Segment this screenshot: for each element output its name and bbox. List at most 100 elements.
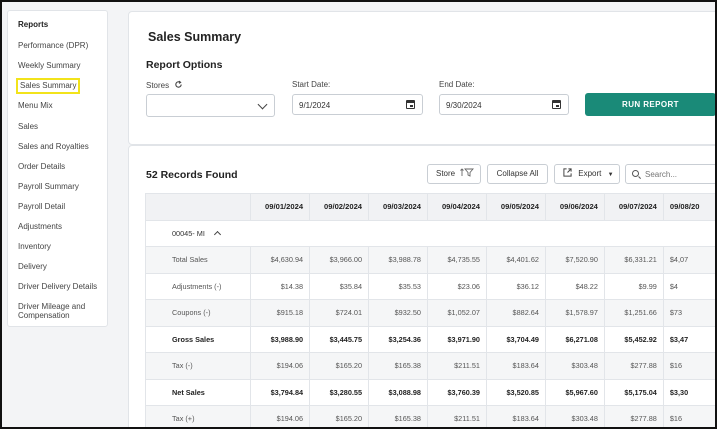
cell: $4 xyxy=(662,272,715,300)
sidebar-item-sales[interactable]: Sales xyxy=(18,122,39,131)
cell: $194.06 xyxy=(250,405,311,427)
stores-select[interactable] xyxy=(146,94,275,117)
sidebar-item-adjustments[interactable]: Adjustments xyxy=(18,222,63,231)
row-label: Total Sales xyxy=(144,246,252,274)
cell: $1,052.07 xyxy=(427,299,487,327)
column-header[interactable]: 09/06/2024 xyxy=(544,193,605,221)
cell: $6,271.08 xyxy=(544,325,605,353)
sidebar-item-menu-mix[interactable]: Menu Mix xyxy=(18,101,53,110)
sidebar-item-delivery[interactable]: Delivery xyxy=(18,262,47,271)
refresh-icon[interactable] xyxy=(174,80,183,89)
end-date-input[interactable]: 9/30/2024 xyxy=(439,94,569,115)
table-row: Total Sales $4,630.94 $3,966.00 $3,988.7… xyxy=(144,246,715,274)
sidebar-item-driver-mileage[interactable]: Driver Mileage and xyxy=(18,302,86,311)
cell: $183.64 xyxy=(485,405,546,427)
column-header[interactable]: 09/04/2024 xyxy=(427,193,487,221)
header-label-cell xyxy=(144,193,252,221)
cell: $3,30 xyxy=(662,378,715,406)
cell: $5,175.04 xyxy=(603,378,664,406)
cell: $6,331.21 xyxy=(603,246,664,274)
row-label: Tax (+) xyxy=(144,405,252,427)
row-label: Adjustments (-) xyxy=(144,272,252,300)
stores-label-text: Stores xyxy=(146,81,170,90)
cell: $277.88 xyxy=(603,405,664,427)
sidebar-item-inventory[interactable]: Inventory xyxy=(18,242,51,251)
store-sort-button[interactable]: Store xyxy=(427,164,481,184)
sidebar-item-driver-mileage-line2[interactable]: Compensation xyxy=(18,311,70,320)
column-header[interactable]: 09/03/2024 xyxy=(368,193,428,221)
sidebar-item-sales-summary[interactable]: Sales Summary xyxy=(15,78,81,94)
column-header[interactable]: 09/05/2024 xyxy=(485,193,546,221)
cell: $165.38 xyxy=(368,405,428,427)
cell: $303.48 xyxy=(544,352,605,380)
cell: $3,971.90 xyxy=(427,325,487,353)
chevron-down-icon xyxy=(257,99,268,110)
cell: $183.64 xyxy=(485,352,546,380)
cell: $3,254.36 xyxy=(368,325,428,353)
cell: $4,401.62 xyxy=(485,246,546,274)
search-input[interactable] xyxy=(645,168,713,180)
sidebar-item-payroll-summary[interactable]: Payroll Summary xyxy=(18,182,79,191)
export-label: Export xyxy=(578,169,602,178)
cell: $3,760.39 xyxy=(427,378,487,406)
cell: $16 xyxy=(662,352,715,380)
cell: $165.38 xyxy=(368,352,428,380)
cell: $1,251.66 xyxy=(603,299,664,327)
group-row[interactable]: 00045- MI xyxy=(145,219,715,247)
cell: $9.99 xyxy=(603,272,664,300)
row-label: Coupons (-) xyxy=(144,299,252,327)
cell: $48.22 xyxy=(544,272,605,300)
sidebar-item-sales-royalties[interactable]: Sales and Royalties xyxy=(18,142,89,151)
stores-label: Stores xyxy=(146,79,183,90)
cell: $724.01 xyxy=(309,299,370,327)
column-header[interactable]: 09/01/2024 xyxy=(250,193,311,221)
results-panel: 52 Records Found Store Collapse All Expo… xyxy=(128,145,715,427)
cell: $4,07 xyxy=(662,246,715,274)
calendar-icon[interactable] xyxy=(406,100,415,109)
cell: $277.88 xyxy=(603,352,664,380)
calendar-icon[interactable] xyxy=(552,100,561,109)
search-box[interactable] xyxy=(625,164,715,184)
collapse-all-button[interactable]: Collapse All xyxy=(487,164,548,184)
cell: $3,088.98 xyxy=(368,378,428,406)
cell: $3,988.78 xyxy=(368,246,428,274)
cell: $16 xyxy=(662,405,715,427)
reports-sidebar: Reports Performance (DPR) Weekly Summary… xyxy=(7,10,108,327)
column-header[interactable]: 09/08/20 xyxy=(662,193,715,221)
cell: $3,445.75 xyxy=(309,325,370,353)
collapse-caret-icon[interactable] xyxy=(213,230,221,238)
cell: $194.06 xyxy=(250,352,311,380)
row-label: Tax (-) xyxy=(144,352,252,380)
table-row: Gross Sales $3,988.90 $3,445.75 $3,254.3… xyxy=(144,325,715,353)
records-count: 52 Records Found xyxy=(146,169,238,181)
table-row: Coupons (-) $915.18 $724.01 $932.50 $1,0… xyxy=(144,299,715,327)
column-header[interactable]: 09/07/2024 xyxy=(603,193,664,221)
sidebar-item-order-details[interactable]: Order Details xyxy=(18,162,66,171)
cell: $3,520.85 xyxy=(485,378,546,406)
sidebar-item-payroll-detail[interactable]: Payroll Detail xyxy=(18,202,66,211)
table-row: Net Sales $3,794.84 $3,280.55 $3,088.98 … xyxy=(144,378,715,406)
cell: $915.18 xyxy=(250,299,311,327)
sales-summary-table: 09/01/2024 09/02/2024 09/03/2024 09/04/2… xyxy=(144,193,715,427)
sidebar-item-weekly-summary[interactable]: Weekly Summary xyxy=(18,61,81,70)
sidebar-item-performance[interactable]: Performance (DPR) xyxy=(18,41,89,50)
cell: $3,966.00 xyxy=(309,246,370,274)
cell: $35.53 xyxy=(368,272,428,300)
cell: $3,47 xyxy=(662,325,715,353)
export-button[interactable]: Export ▼ xyxy=(554,164,620,184)
cell: $211.51 xyxy=(427,352,487,380)
column-header[interactable]: 09/02/2024 xyxy=(309,193,370,221)
cell: $3,794.84 xyxy=(250,378,311,406)
cell: $5,452.92 xyxy=(603,325,664,353)
caret-down-icon: ▼ xyxy=(607,172,614,178)
search-icon xyxy=(632,170,639,177)
table-header-row: 09/01/2024 09/02/2024 09/03/2024 09/04/2… xyxy=(144,193,715,221)
table-row: Tax (+) $194.06 $165.20 $165.38 $211.51 … xyxy=(144,405,715,427)
start-date-input[interactable]: 9/1/2024 xyxy=(292,94,423,115)
run-report-button[interactable]: RUN REPORT xyxy=(585,93,715,116)
cell: $932.50 xyxy=(368,299,428,327)
cell: $303.48 xyxy=(544,405,605,427)
sidebar-item-driver-delivery-details[interactable]: Driver Delivery Details xyxy=(18,282,98,291)
cell: $165.20 xyxy=(309,352,370,380)
